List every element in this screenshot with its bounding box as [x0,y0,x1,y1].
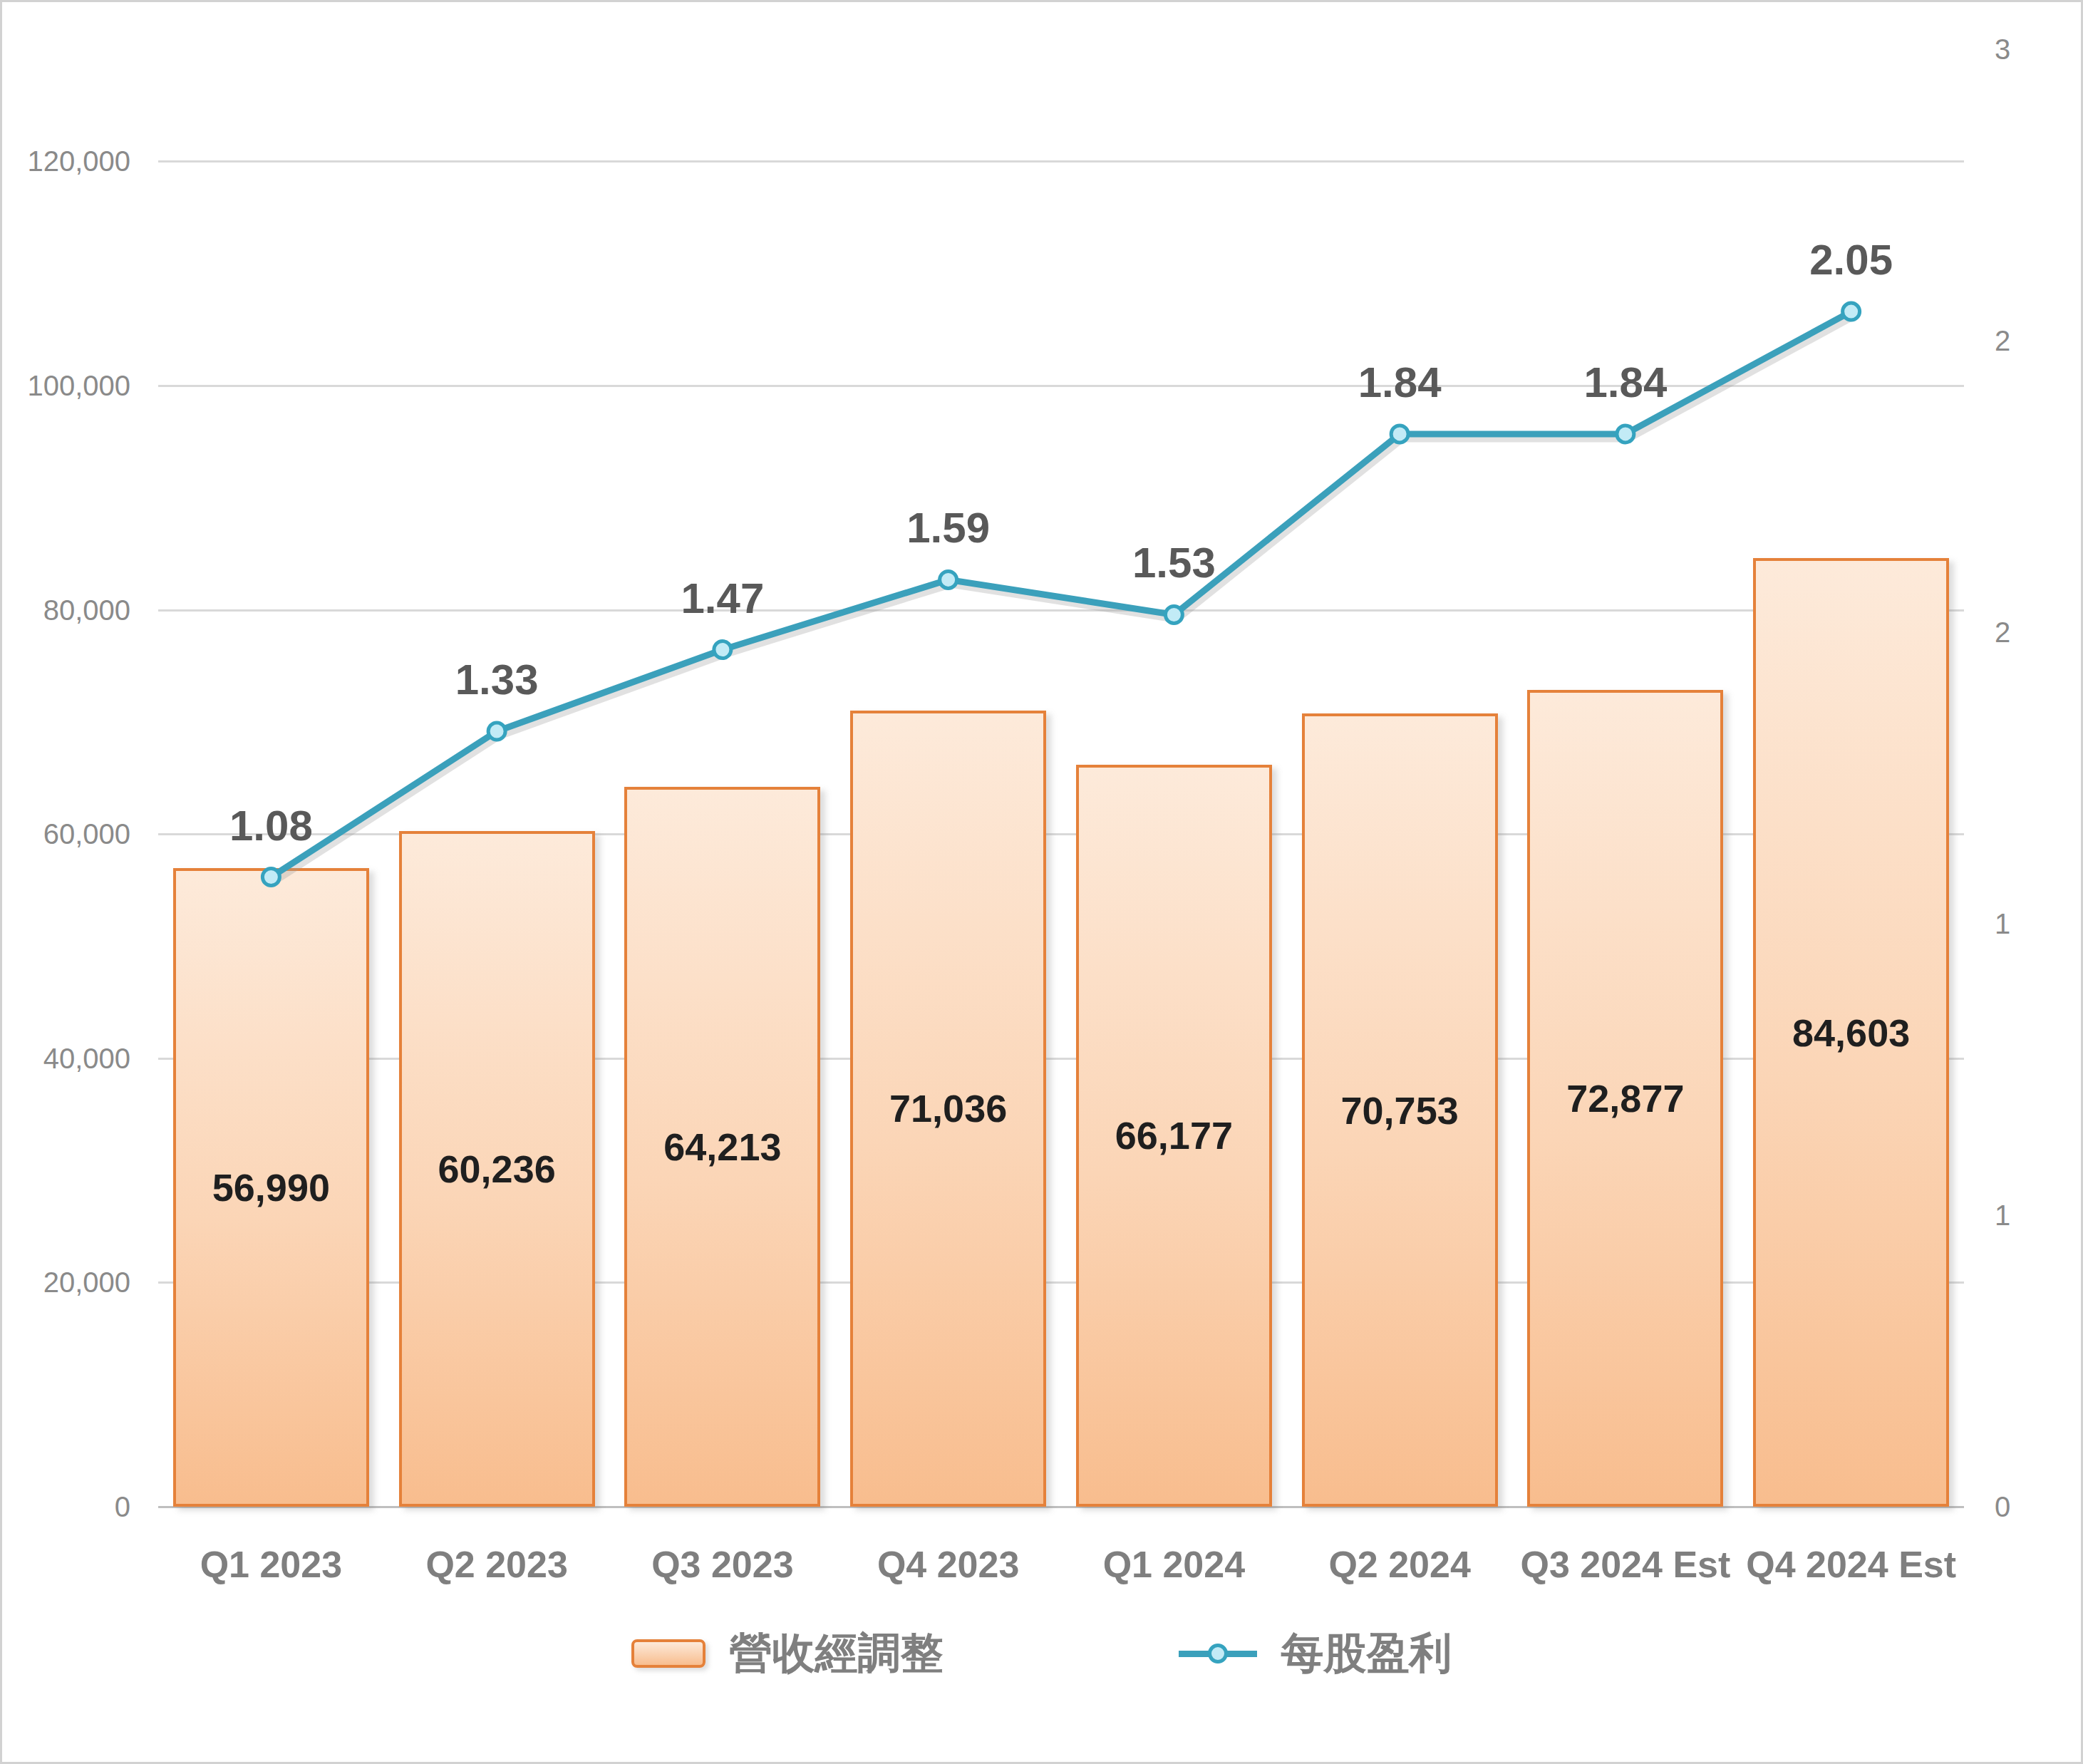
eps-marker-q2-2023 [488,723,505,740]
eps-marker-q2-2024 [1391,425,1408,443]
eps-marker-q1-2024 [1165,606,1182,623]
right-axis-tick-4: 2 [1960,318,2045,363]
eps-label-q4-2023: 1.59 [842,505,1055,551]
left-axis-tick-5: 100,000 [2,363,130,408]
left-axis-tick-6: 120,000 [2,138,130,184]
legend: 營收經調整 每股盈利 [2,1614,2081,1693]
eps-line-series [158,49,1964,1507]
eps-marker-q4-2023 [940,571,957,588]
revenue-swatch-icon [631,1639,705,1668]
eps-marker-q4-2024-est [1843,303,1860,320]
eps-marker-q3-2024-est [1617,425,1634,443]
right-axis-tick-0: 0 [1960,1484,2045,1530]
eps-label-q3-2024-est: 1.84 [1519,360,1732,406]
eps-line-marker-icon [1179,1639,1257,1668]
eps-label-q4-2024-est: 2.05 [1745,237,1958,283]
left-axis-tick-4: 80,000 [2,587,130,633]
chart-canvas: 0 20,000 40,000 60,000 80,000 100,000 120,000 0… [0,0,2083,1764]
eps-marker-q1-2023 [262,869,279,886]
eps-label-q3-2023: 1.47 [616,576,829,621]
eps-label-q2-2023: 1.33 [390,657,604,703]
right-axis-tick-5: 3 [1960,26,2045,72]
eps-label-q1-2023: 1.08 [164,803,378,849]
left-axis-tick-0: 0 [2,1484,130,1530]
left-axis-tick-2: 40,000 [2,1036,130,1081]
legend-item-revenue: 營收經調整 [631,1625,944,1683]
eps-marker-q3-2023 [714,641,731,659]
eps-label-q2-2024: 1.84 [1293,360,1506,406]
right-axis-tick-1: 1 [1960,1192,2045,1238]
eps-label-q1-2024: 1.53 [1067,540,1281,586]
x-axis-label-q4-2024-est: Q4 2024 Est [1673,1542,2030,1587]
left-axis-tick-1: 20,000 [2,1259,130,1305]
left-axis-tick-3: 60,000 [2,811,130,857]
legend-item-eps: 每股盈利 [1179,1625,1452,1683]
right-axis-tick-2: 1 [1960,901,2045,947]
legend-label-revenue: 營收經調整 [730,1625,944,1683]
right-axis-tick-3: 2 [1960,609,2045,655]
legend-label-eps: 每股盈利 [1281,1625,1452,1683]
